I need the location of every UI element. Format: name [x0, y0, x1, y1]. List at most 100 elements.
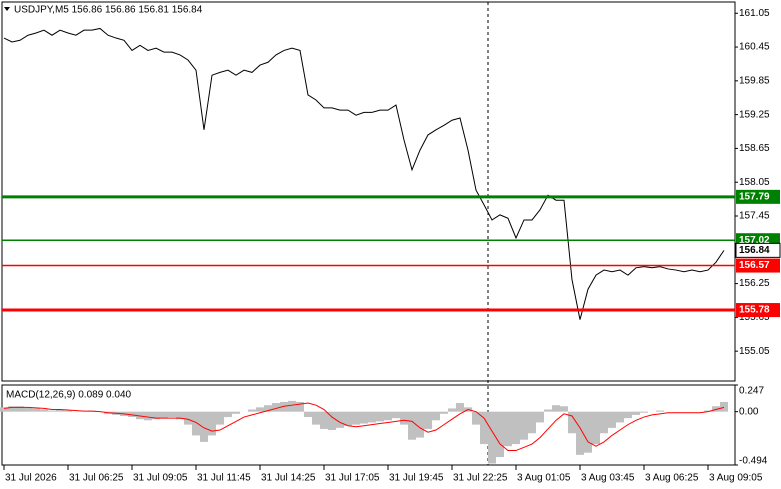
macd-bar [408, 411, 416, 440]
macd-bar [392, 411, 400, 419]
macd-bar [200, 411, 208, 442]
macd-bar [592, 411, 600, 445]
macd-bar [544, 409, 552, 412]
current-price-label: 156.84 [739, 245, 770, 256]
macd-bar [656, 410, 664, 412]
macd-bar [520, 411, 528, 440]
macd-bar [48, 410, 56, 412]
y-tick-label: 159.85 [739, 75, 770, 86]
macd-bar [304, 411, 312, 418]
macd-bar [184, 411, 192, 425]
macd-bar [640, 411, 648, 413]
macd-bar [224, 411, 232, 418]
x-tick-label: 3 Aug 09:05 [709, 473, 763, 484]
macd-bar [288, 400, 296, 412]
macd-bar [256, 407, 264, 412]
macd-bar [368, 411, 376, 423]
macd-bar [128, 411, 136, 418]
macd-bar [512, 411, 520, 445]
macd-bar [192, 411, 200, 436]
y-tick-label: 156.25 [739, 278, 770, 289]
macd-bar [480, 411, 488, 445]
y-tick-label: 161.05 [739, 8, 770, 19]
macd-bar [416, 411, 424, 438]
macd-bar [208, 411, 216, 436]
x-tick-label: 31 Jul 17:05 [325, 473, 380, 484]
macd-bar [352, 411, 360, 425]
y-tick-label: 0.247 [739, 386, 764, 397]
y-tick-label: 155.05 [739, 346, 770, 357]
macd-bar [272, 403, 280, 412]
macd-bar [704, 410, 712, 412]
macd-bar [144, 411, 152, 421]
x-tick-label: 31 Jul 14:25 [261, 473, 316, 484]
y-tick-label: 158.65 [739, 143, 770, 154]
y-tick-label: 159.25 [739, 109, 770, 120]
x-tick-label: 31 Jul 11:45 [197, 473, 251, 484]
macd-bar [360, 411, 368, 424]
macd-bar [216, 411, 224, 425]
macd-bar [504, 411, 512, 447]
macd-bar [168, 411, 176, 418]
y-tick-label: 160.45 [739, 42, 770, 53]
macd-bar [312, 411, 320, 425]
macd-bar [568, 411, 576, 434]
y-tick-label: -0.494 [739, 456, 768, 467]
macd-bar [712, 406, 720, 412]
macd-bar [40, 409, 48, 412]
menu-triangle [4, 7, 10, 11]
macd-bar [24, 407, 32, 412]
macd-bar [56, 409, 64, 412]
macd-panel [1, 384, 736, 466]
macd-bar [248, 409, 256, 412]
macd-bar [720, 401, 728, 412]
x-tick-label: 3 Aug 06:25 [645, 473, 699, 484]
macd-bar [0, 407, 8, 412]
macd-bar [448, 408, 456, 412]
macd-bar [376, 411, 384, 422]
price-tag [736, 258, 780, 273]
macd-bar [600, 411, 608, 434]
x-tick-label: 31 Jul 19:45 [389, 473, 444, 484]
price-panel [1, 1, 736, 382]
macd-bar [488, 411, 496, 464]
macd-bar [400, 411, 408, 425]
current-price-tag [735, 242, 781, 258]
macd-bar [424, 411, 432, 429]
macd-bar [432, 411, 440, 421]
price-tag-label: 155.78 [739, 305, 770, 316]
macd-bar [264, 405, 272, 412]
chart-title: USDJPY,M5 156.86 156.86 156.81 156.84 [14, 5, 203, 16]
x-tick-label: 31 Jul 22:25 [453, 473, 508, 484]
macd-bar [616, 411, 624, 423]
price-tag [736, 303, 780, 318]
price-tag-label: 157.02 [739, 235, 770, 246]
macd-bar [528, 411, 536, 434]
macd-bar [384, 411, 392, 421]
macd-bar [632, 411, 640, 415]
macd-bar [232, 411, 240, 414]
macd-bar [472, 411, 480, 425]
x-tick-label: 31 Jul 06:25 [69, 473, 124, 484]
macd-bar [64, 410, 72, 412]
macd-bar [456, 403, 464, 412]
macd-bar [176, 411, 184, 420]
x-tick-label: 3 Aug 01:05 [517, 473, 571, 484]
macd-bar [280, 401, 288, 412]
macd-bar [496, 411, 504, 458]
macd-bar [440, 411, 448, 414]
macd-bar [160, 411, 168, 419]
y-tick-label: 158.05 [739, 177, 770, 188]
macd-bar [136, 411, 144, 420]
macd-bar [328, 411, 336, 431]
y-tick-label: 0.00 [739, 406, 759, 417]
y-tick-label: 155.65 [739, 312, 770, 323]
macd-bar [320, 411, 328, 429]
price-tag [736, 189, 780, 204]
macd-bar [608, 411, 616, 428]
macd-bar [536, 411, 544, 423]
macd-bar [552, 405, 560, 412]
